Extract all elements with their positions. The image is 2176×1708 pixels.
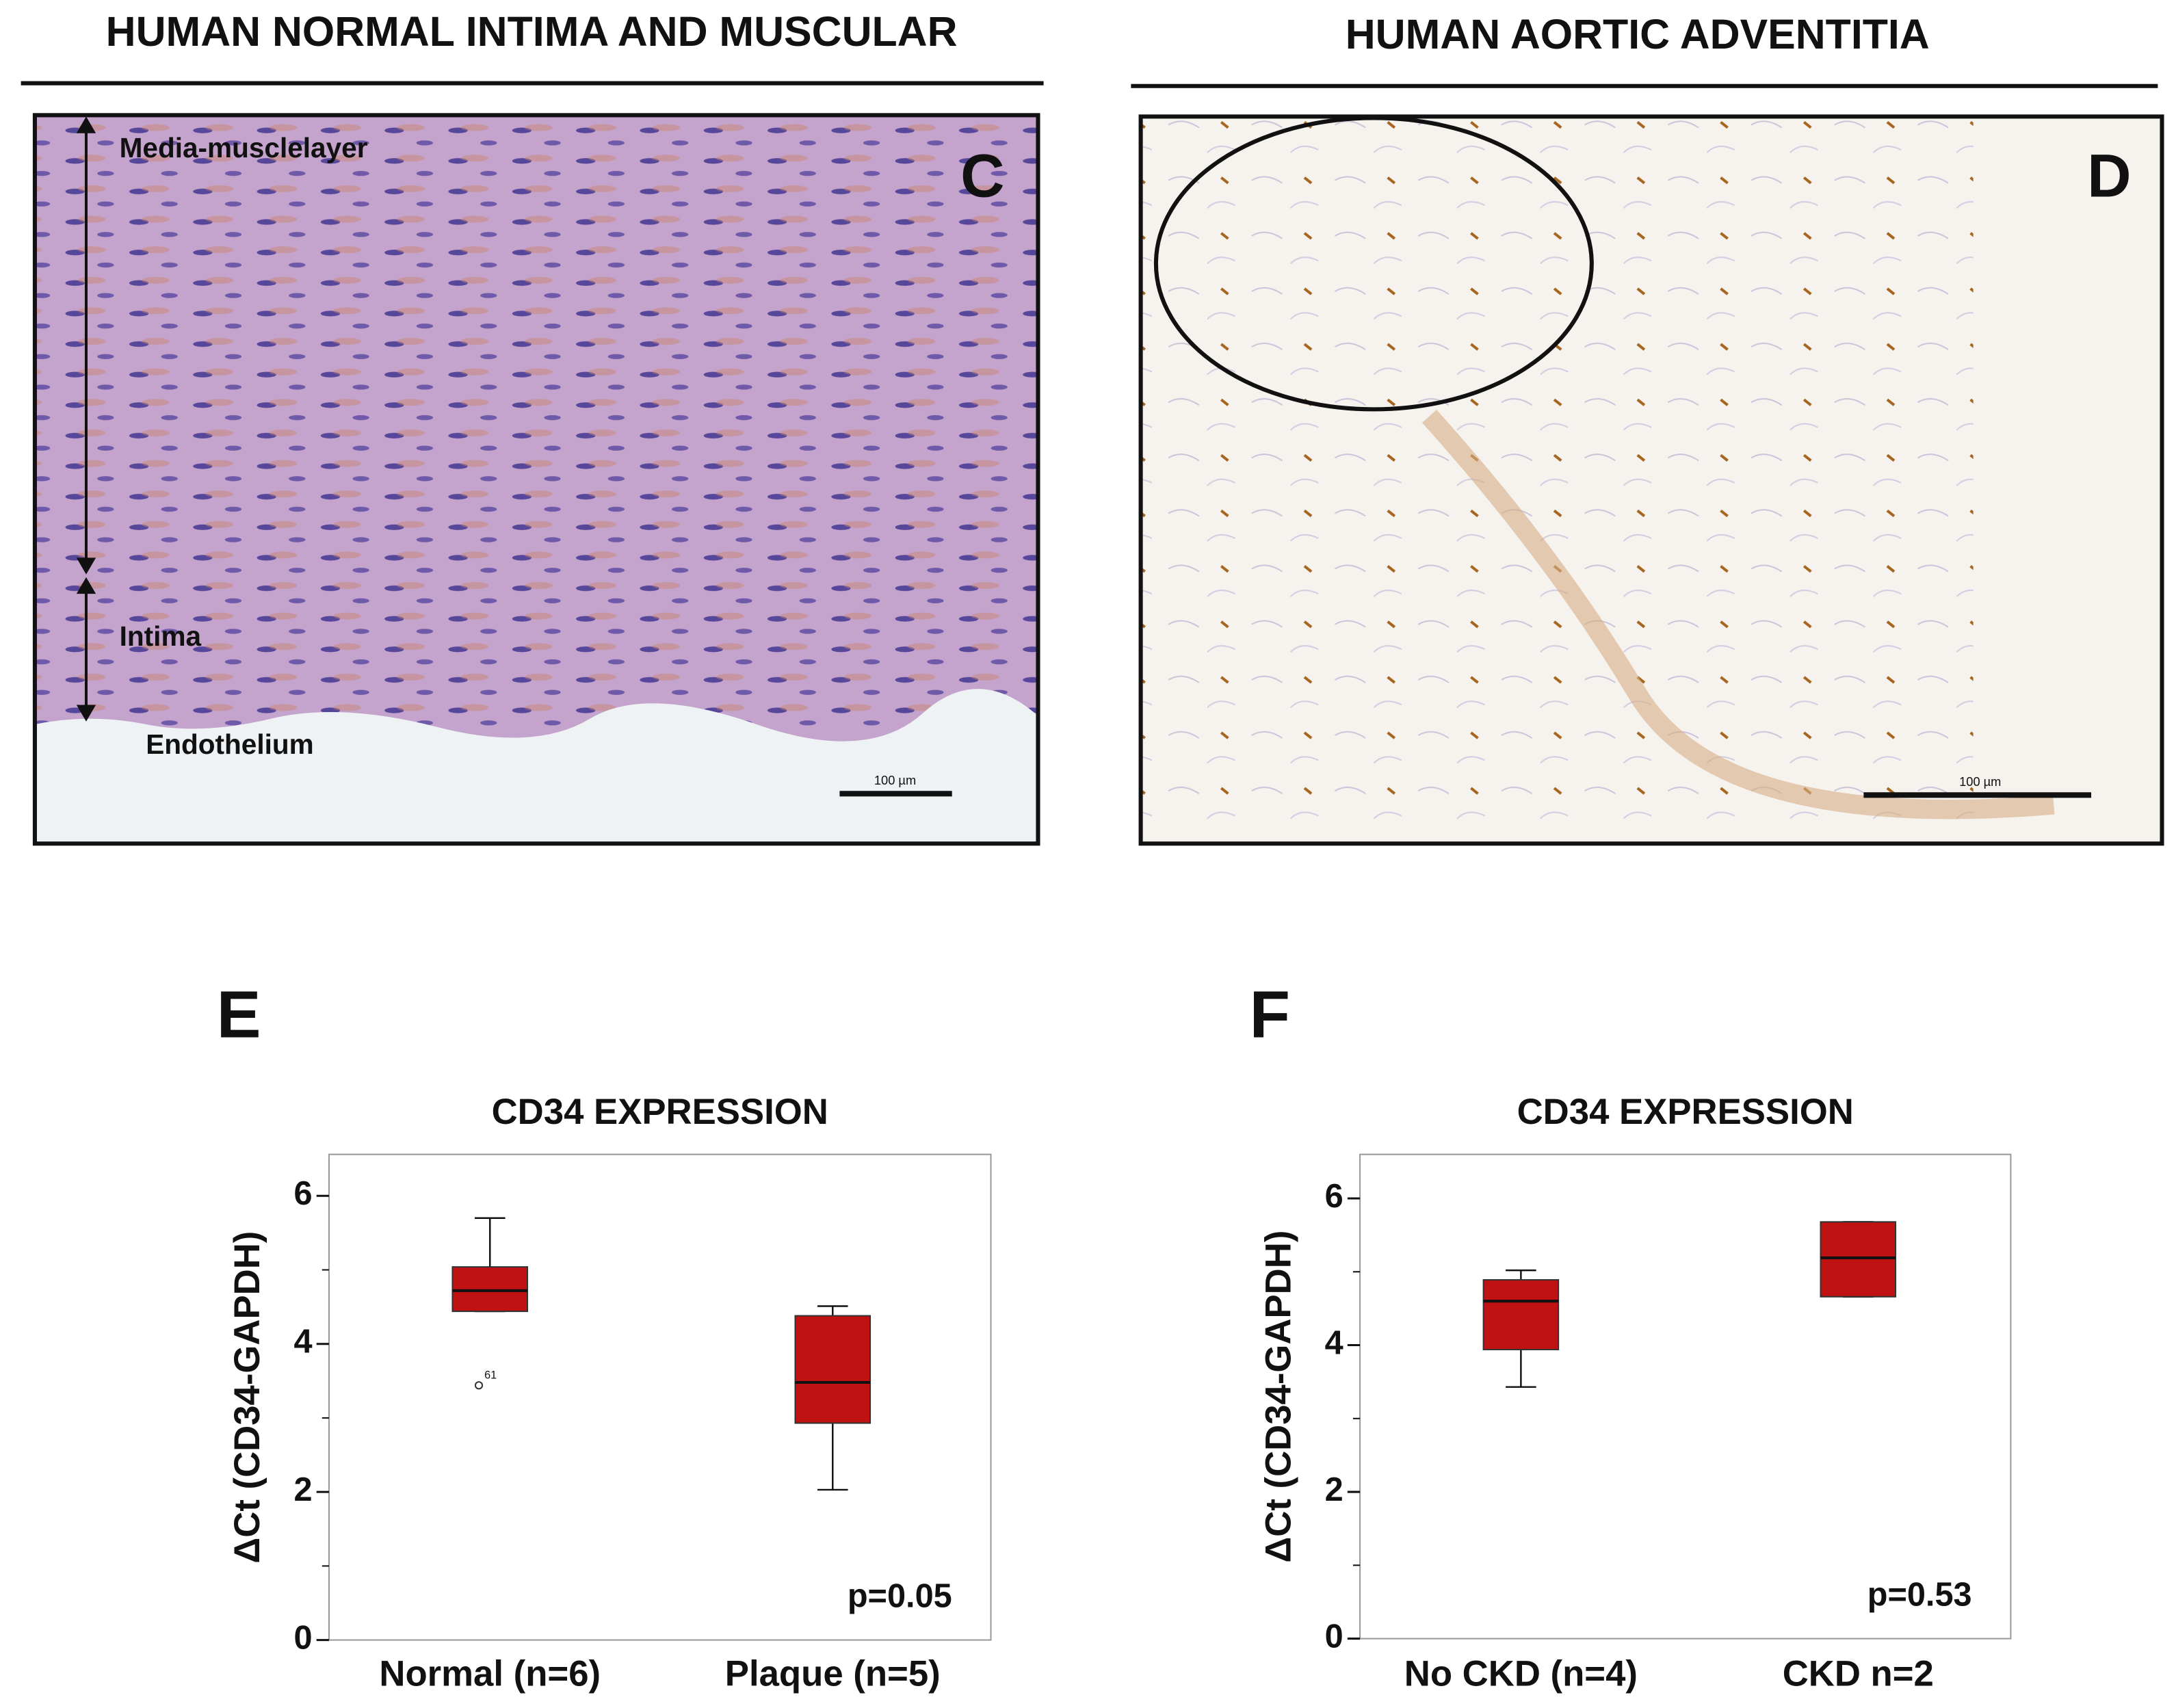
- y-tick-label: 2: [1325, 1471, 1343, 1508]
- vessel: [1421, 410, 2055, 819]
- outlier: [474, 1381, 484, 1390]
- y-tick-label: 4: [294, 1324, 313, 1361]
- box: [1482, 1279, 1560, 1350]
- x-tick-label: Plaque (n=5): [725, 1653, 941, 1694]
- annotation: p=0.53: [1867, 1577, 1972, 1614]
- y-tick-label: 2: [294, 1471, 313, 1508]
- plot-frame: [328, 1153, 992, 1641]
- panel-letter: D: [2087, 141, 2131, 209]
- chart-title: CD34 EXPRESSION: [492, 1092, 828, 1132]
- panel-letter: C: [960, 141, 1004, 209]
- y-tick-label: 0: [294, 1619, 313, 1656]
- micrograph-texture: [34, 115, 1038, 726]
- y-tick-label: 6: [294, 1175, 313, 1212]
- lumen: [34, 689, 1038, 844]
- panel-title: HUMAN AORTIC ADVENTITIA: [1346, 11, 1930, 57]
- x-tick-label: CKD n=2: [1783, 1653, 1934, 1694]
- scale-label: 100 µm: [1959, 774, 2001, 789]
- y-tick-label: 6: [1325, 1178, 1343, 1215]
- image-label: Intima: [120, 620, 202, 652]
- panel-letter: F: [1249, 977, 1289, 1052]
- plot-frame: [1359, 1153, 2012, 1640]
- image-label: Endothelium: [146, 728, 314, 760]
- box: [794, 1315, 871, 1424]
- box: [451, 1266, 529, 1313]
- box: [1820, 1221, 1897, 1298]
- panel-letter: E: [217, 977, 261, 1052]
- outlier-label: 61: [484, 1369, 497, 1381]
- y-axis-label: ΔCt (CD34-GAPDH): [227, 1231, 267, 1564]
- y-axis-label: ΔCt (CD34-GAPDH): [1258, 1231, 1298, 1563]
- annotation: p=0.05: [848, 1578, 952, 1615]
- image-label: Media-musclelayer: [120, 132, 368, 163]
- scale-label: 100 µm: [874, 773, 916, 787]
- chart-title: CD34 EXPRESSION: [1517, 1092, 1854, 1132]
- y-tick-label: 0: [1325, 1618, 1343, 1655]
- image-frame: [32, 113, 1040, 846]
- arrowheads: [76, 577, 96, 722]
- image-frame: [1138, 114, 2164, 846]
- y-tick-label: 4: [1325, 1324, 1343, 1361]
- micrograph-texture: [1140, 116, 1974, 844]
- x-tick-label: Normal (n=6): [379, 1653, 601, 1694]
- x-tick-label: No CKD (n=4): [1404, 1653, 1638, 1694]
- panel-title: HUMAN NORMAL INTIMA AND MUSCULAR: [106, 8, 958, 55]
